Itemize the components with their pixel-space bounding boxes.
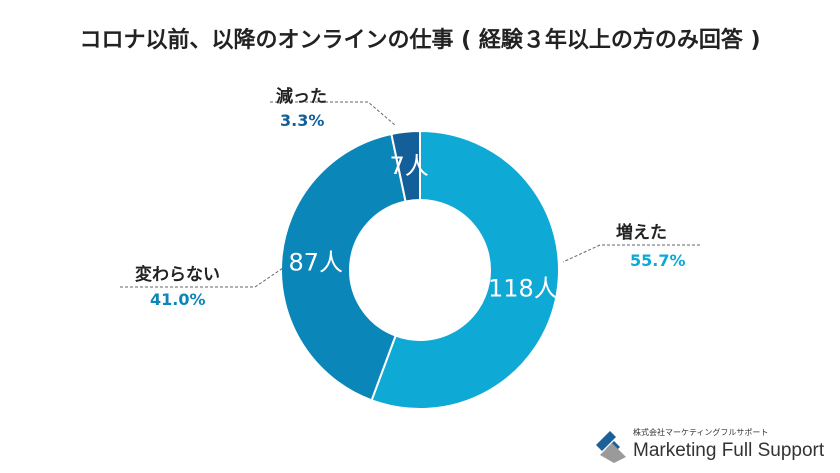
category-label-1: 変わらない [135,264,220,285]
percent-label-1: 41.0% [150,290,206,309]
count-label-2: 7人 [390,152,429,180]
leader-line-0 [562,244,700,263]
percent-label-0: 55.7% [630,251,686,270]
logo-brand-name: Marketing Full Support [633,440,825,461]
count-label-0: 118人 [488,274,558,302]
category-label-2: 減った [276,86,327,107]
leader-line-2 [270,101,396,126]
slice-0 [370,129,560,410]
percent-label-2: 3.3% [280,111,324,130]
count-label-1: 87人 [289,248,344,276]
slice-2 [390,129,421,203]
slice-1 [280,132,407,402]
logo-icon [596,431,626,463]
logo-company-name: 株式会社マーケティングフルサポート [633,428,769,437]
category-label-0: 増えた [616,222,667,243]
chart-title: コロナ以前、以降のオンラインの仕事 ( 経験３年以上の方のみ回答 ) [79,28,761,53]
leader-line-1 [120,267,284,288]
